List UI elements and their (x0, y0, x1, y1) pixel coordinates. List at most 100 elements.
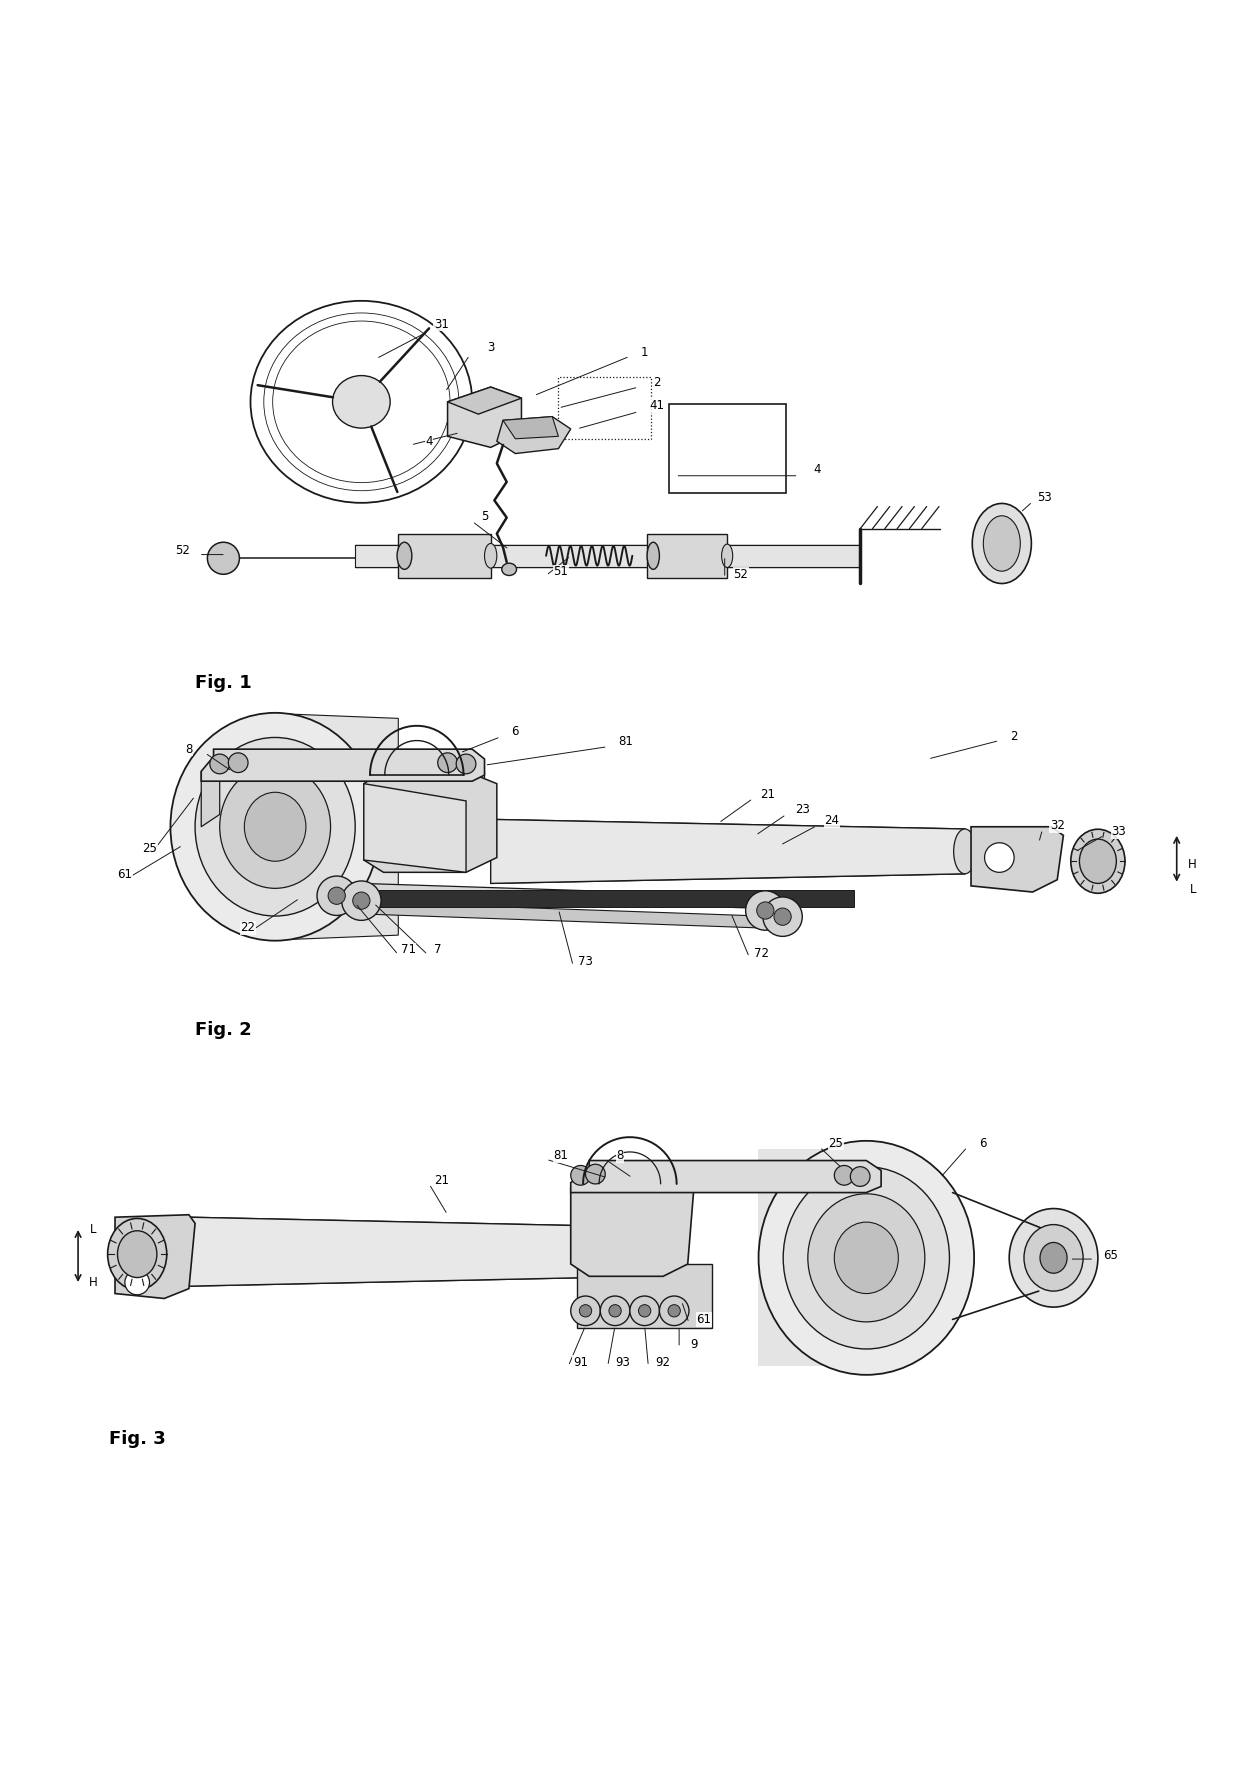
Text: 52: 52 (175, 544, 190, 558)
Text: H: H (1188, 859, 1197, 871)
Circle shape (342, 880, 381, 920)
Bar (577, 1265, 712, 1327)
Polygon shape (363, 771, 497, 873)
Ellipse shape (1040, 1242, 1068, 1274)
Circle shape (639, 1304, 651, 1317)
Circle shape (609, 1304, 621, 1317)
Polygon shape (325, 900, 790, 928)
Ellipse shape (807, 1193, 925, 1322)
Circle shape (774, 909, 791, 925)
Text: 4: 4 (813, 463, 821, 476)
Polygon shape (570, 1177, 694, 1276)
Circle shape (985, 843, 1014, 873)
Circle shape (756, 902, 774, 920)
Circle shape (125, 1270, 150, 1295)
Text: 21: 21 (434, 1174, 449, 1186)
Circle shape (329, 887, 345, 905)
Circle shape (745, 891, 785, 930)
Text: 8: 8 (616, 1149, 624, 1163)
Ellipse shape (118, 1231, 157, 1277)
Text: 33: 33 (1111, 825, 1126, 839)
Bar (361, 889, 854, 907)
Text: 31: 31 (434, 318, 449, 331)
Bar (398, 533, 491, 578)
Text: 92: 92 (656, 1356, 671, 1369)
Ellipse shape (647, 542, 660, 569)
Text: L: L (89, 1224, 95, 1236)
Ellipse shape (1079, 839, 1116, 884)
Text: 53: 53 (1038, 492, 1053, 504)
Text: 32: 32 (1050, 819, 1065, 832)
Ellipse shape (397, 542, 412, 569)
Polygon shape (491, 819, 965, 884)
Bar (647, 533, 727, 578)
Text: 52: 52 (733, 567, 748, 581)
Ellipse shape (1071, 830, 1125, 893)
Circle shape (456, 755, 476, 775)
Text: 81: 81 (619, 735, 634, 748)
Text: 5: 5 (481, 510, 489, 522)
Text: 73: 73 (578, 955, 593, 968)
Text: 91: 91 (573, 1356, 588, 1369)
Text: 65: 65 (1102, 1249, 1117, 1261)
Polygon shape (448, 386, 522, 447)
Polygon shape (115, 1215, 195, 1299)
Text: L: L (1189, 884, 1195, 896)
Polygon shape (570, 1161, 882, 1193)
Text: 72: 72 (754, 946, 769, 961)
Text: 7: 7 (434, 943, 441, 957)
Text: 2: 2 (1011, 730, 1018, 744)
Ellipse shape (954, 828, 976, 873)
Text: 24: 24 (825, 814, 839, 827)
Text: Fig. 2: Fig. 2 (195, 1022, 252, 1039)
Circle shape (207, 542, 239, 574)
Circle shape (851, 1166, 870, 1186)
Circle shape (570, 1295, 600, 1326)
Ellipse shape (835, 1222, 898, 1293)
Circle shape (352, 893, 370, 909)
Text: 4: 4 (425, 435, 433, 447)
Text: 41: 41 (650, 399, 665, 411)
Ellipse shape (1024, 1225, 1083, 1292)
Polygon shape (460, 771, 485, 823)
Circle shape (570, 1165, 590, 1184)
Text: Fig. 1: Fig. 1 (195, 674, 252, 692)
Circle shape (835, 1165, 854, 1184)
Polygon shape (188, 1217, 670, 1286)
Ellipse shape (784, 1166, 950, 1349)
Ellipse shape (502, 564, 517, 576)
Polygon shape (201, 750, 485, 782)
Text: 93: 93 (615, 1356, 630, 1369)
Text: 25: 25 (828, 1136, 843, 1150)
Text: 1: 1 (641, 345, 649, 360)
Ellipse shape (759, 1141, 975, 1376)
Polygon shape (758, 1150, 866, 1367)
Circle shape (630, 1295, 660, 1326)
Ellipse shape (250, 301, 472, 503)
Circle shape (579, 1304, 591, 1317)
Text: 6: 6 (512, 725, 520, 739)
Ellipse shape (485, 544, 497, 569)
Ellipse shape (972, 503, 1032, 583)
Ellipse shape (170, 712, 379, 941)
Text: 81: 81 (553, 1149, 568, 1163)
Text: 23: 23 (795, 803, 810, 816)
Text: 2: 2 (653, 376, 661, 388)
Ellipse shape (1009, 1209, 1097, 1308)
Circle shape (228, 753, 248, 773)
Polygon shape (503, 417, 558, 438)
Ellipse shape (219, 766, 331, 889)
Circle shape (585, 1165, 605, 1184)
Text: 9: 9 (691, 1338, 698, 1351)
Ellipse shape (332, 376, 391, 428)
Text: Fig. 3: Fig. 3 (109, 1429, 166, 1447)
Polygon shape (448, 386, 522, 413)
Text: 8: 8 (185, 742, 192, 755)
Ellipse shape (195, 737, 355, 916)
Bar (558, 377, 651, 438)
Polygon shape (201, 771, 219, 827)
Text: H: H (88, 1276, 97, 1290)
Ellipse shape (983, 515, 1021, 571)
Circle shape (668, 1304, 681, 1317)
Text: 61: 61 (696, 1313, 712, 1326)
